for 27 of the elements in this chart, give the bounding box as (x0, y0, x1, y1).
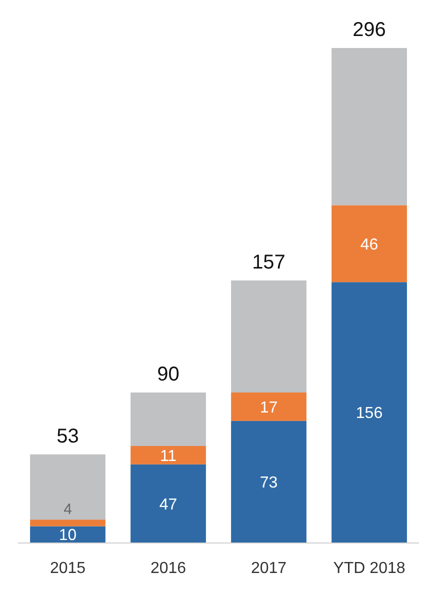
bar (30, 520, 106, 526)
total-label: 157 (252, 251, 286, 274)
bar (332, 48, 407, 206)
x-tick-label: 2016 (150, 560, 186, 577)
x-tick-label: 2015 (50, 560, 86, 577)
bar (130, 392, 206, 446)
bar (130, 464, 206, 543)
bar (231, 420, 306, 543)
x-tick-label: YTD 2018 (333, 560, 406, 577)
bar (231, 280, 306, 392)
bar (30, 454, 106, 520)
bar (332, 205, 407, 282)
data-label: 73 (260, 474, 278, 492)
total-label: 53 (56, 425, 79, 448)
total-label: 296 (352, 19, 386, 41)
data-label: 11 (160, 448, 177, 465)
data-label: 4 (64, 500, 72, 518)
total-label: 90 (157, 363, 180, 386)
data-label: 17 (260, 399, 278, 416)
bar (130, 446, 206, 464)
data-label: 47 (159, 496, 178, 514)
data-label: 46 (360, 236, 378, 254)
data-label: 10 (58, 527, 77, 544)
data-label: 156 (356, 405, 383, 422)
x-tick-label: 2017 (250, 560, 287, 577)
bar (231, 392, 306, 421)
bar (332, 282, 407, 543)
